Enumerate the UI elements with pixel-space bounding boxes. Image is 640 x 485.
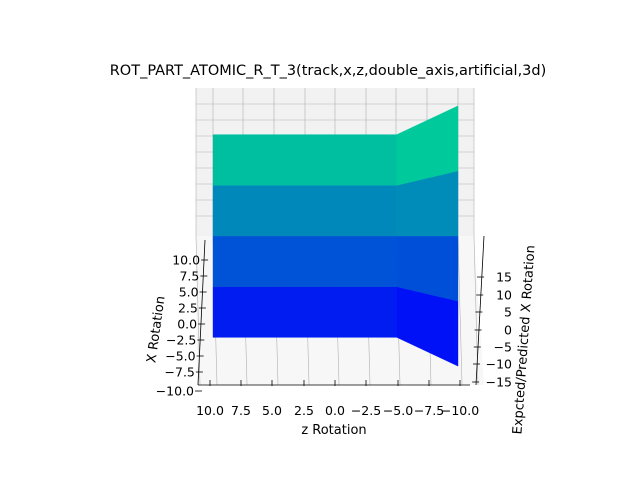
- z-axis-line: [475, 235, 485, 386]
- y-tick-label: 5.0: [179, 285, 199, 300]
- x-tick-label: 0.0: [325, 403, 345, 418]
- y-tick-label: 7.5: [179, 269, 199, 284]
- surface-patch: [212, 235, 275, 287]
- x-tick-label: −7.5: [414, 403, 444, 418]
- x-tick-label: −5.0: [383, 403, 413, 418]
- surface-patch: [335, 235, 397, 287]
- z-tick-label: −10: [486, 357, 512, 372]
- chart-title: ROT_PART_ATOMIC_R_T_3(track,x,z,double_a…: [109, 63, 547, 79]
- surface: [212, 105, 459, 367]
- y-tick-label: −2.5: [166, 333, 196, 348]
- x-tick-label: −2.5: [351, 403, 381, 418]
- grid-line-floor: [457, 235, 463, 386]
- z-tick-label: 10: [496, 288, 512, 303]
- surface-patch: [212, 185, 275, 237]
- z-tick-label: −5: [494, 340, 512, 355]
- surface-patch: [274, 286, 336, 338]
- axis-ticks: 10.0 7.5 5.0 2.5 0.0 −2.5 −5.0 −7.5−10.0−10.0−7…: [156, 253, 512, 419]
- surface-patch: [212, 286, 275, 338]
- surface-patch: [274, 235, 336, 287]
- surface-patch: [274, 134, 336, 186]
- x-tick-label: 7.5: [231, 403, 251, 418]
- surface-patch: [274, 185, 336, 237]
- z-tick-label: 15: [496, 270, 512, 285]
- x-tick-label: 10.0: [196, 403, 224, 418]
- z-tick-label: 5: [504, 305, 512, 320]
- x-tick-label: 5.0: [262, 403, 282, 418]
- surface-patch: [212, 134, 275, 186]
- x-axis-label: z Rotation: [301, 423, 366, 438]
- y-tick-label: −10.0: [156, 384, 194, 399]
- y-tick-label: 10.0: [172, 253, 200, 268]
- y-tick-label: −5.0: [165, 349, 195, 364]
- surface-patch: [396, 105, 459, 186]
- y-tick-label: 0.0: [177, 317, 197, 332]
- z-axis-label: Expcted/Predicted X Rotation: [510, 245, 538, 435]
- x-tick-label: 2.5: [294, 403, 314, 418]
- surface-patch: [335, 286, 397, 338]
- surface-patch: [335, 134, 397, 186]
- surface-patch: [335, 185, 397, 237]
- y-tick-label: 2.5: [178, 301, 198, 316]
- z-tick-label: −15: [486, 375, 512, 390]
- axes: [197, 235, 485, 386]
- x-tick-label: −10.0: [441, 403, 479, 418]
- y-axis-line: [197, 239, 206, 386]
- z-tick-label: 0: [504, 323, 512, 338]
- y-tick-label: −7.5: [165, 365, 195, 380]
